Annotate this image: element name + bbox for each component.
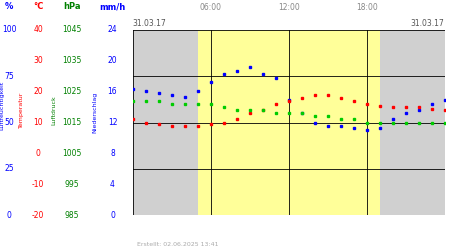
Text: -20: -20 <box>32 210 45 220</box>
Text: 50: 50 <box>4 118 14 127</box>
Text: hPa: hPa <box>63 2 81 11</box>
Text: Luftdruck: Luftdruck <box>51 95 57 125</box>
Text: 18:00: 18:00 <box>356 4 378 13</box>
Text: Luftfeuchtigkeit: Luftfeuchtigkeit <box>0 80 4 130</box>
Text: 31.03.17: 31.03.17 <box>411 18 445 28</box>
Text: 1015: 1015 <box>63 118 81 127</box>
Text: 25: 25 <box>4 164 14 173</box>
Text: Temperatur: Temperatur <box>19 92 24 128</box>
Text: 4: 4 <box>110 180 115 189</box>
Bar <box>198 30 380 215</box>
Text: 1045: 1045 <box>62 26 82 35</box>
Text: 1025: 1025 <box>63 87 81 96</box>
Text: 75: 75 <box>4 72 14 81</box>
Bar <box>380 30 445 215</box>
Text: 24: 24 <box>108 26 117 35</box>
Text: 06:00: 06:00 <box>200 4 222 13</box>
Text: °C: °C <box>33 2 44 11</box>
Text: 12:00: 12:00 <box>278 4 300 13</box>
Text: 30: 30 <box>33 56 43 65</box>
Text: 31.03.17: 31.03.17 <box>133 18 166 28</box>
Text: Erstellt: 02.06.2025 13:41: Erstellt: 02.06.2025 13:41 <box>137 242 219 248</box>
Text: 100: 100 <box>2 26 16 35</box>
Text: 0: 0 <box>110 210 115 220</box>
Text: 985: 985 <box>65 210 79 220</box>
Text: -10: -10 <box>32 180 45 189</box>
Text: 0: 0 <box>36 149 40 158</box>
Text: 995: 995 <box>65 180 79 189</box>
Text: 20: 20 <box>33 87 43 96</box>
Text: 20: 20 <box>108 56 117 65</box>
Text: %: % <box>5 2 13 11</box>
Text: 12: 12 <box>108 118 117 127</box>
Bar <box>133 30 198 215</box>
Text: 40: 40 <box>33 26 43 35</box>
Text: mm/h: mm/h <box>99 2 126 11</box>
Text: 10: 10 <box>33 118 43 127</box>
Text: 1035: 1035 <box>62 56 82 65</box>
Text: Niederschlag: Niederschlag <box>92 92 97 133</box>
Text: 8: 8 <box>110 149 115 158</box>
Text: 1005: 1005 <box>62 149 82 158</box>
Text: 0: 0 <box>7 210 11 220</box>
Text: 16: 16 <box>108 87 117 96</box>
